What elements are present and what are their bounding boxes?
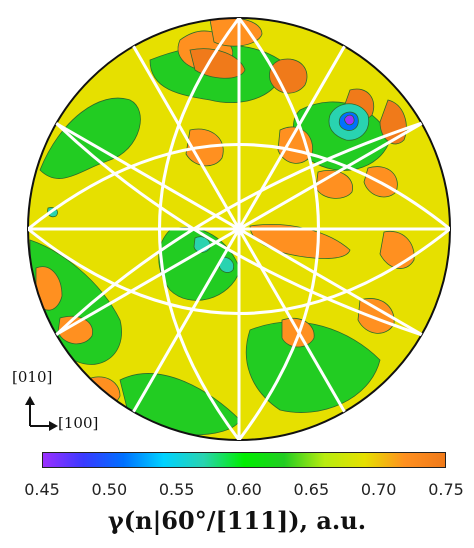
grid-line [55,122,423,336]
grid-arc [28,143,450,231]
contour-region [218,256,235,273]
colorbar-tick-label: 0.75 [428,480,464,499]
grid-arc [158,18,241,440]
colorbar-tick-label: 0.60 [226,480,262,499]
contour-region [379,99,407,145]
contour-region [39,97,141,179]
colorbar-tick-label: 0.70 [360,480,397,499]
colorbar-tick-label: 0.55 [158,480,195,499]
colorbar-title: γ(n|60°/[111]), a.u. [107,506,367,535]
contour-region [344,114,355,126]
grid-arc [54,121,423,337]
colorbar [42,452,446,468]
axis-arrows [25,396,58,431]
grid-arc [237,18,320,440]
grid-arc [28,227,450,315]
colorbar-tick-label: 0.45 [24,480,60,499]
contour-region [245,321,381,413]
axis-label-100: [100] [58,414,99,432]
colorbar-tick-label: 0.50 [91,480,128,499]
axis-label-010: [010] [12,368,53,386]
grid-arc [54,121,423,337]
colorbar-tick-label: 0.65 [293,480,330,499]
